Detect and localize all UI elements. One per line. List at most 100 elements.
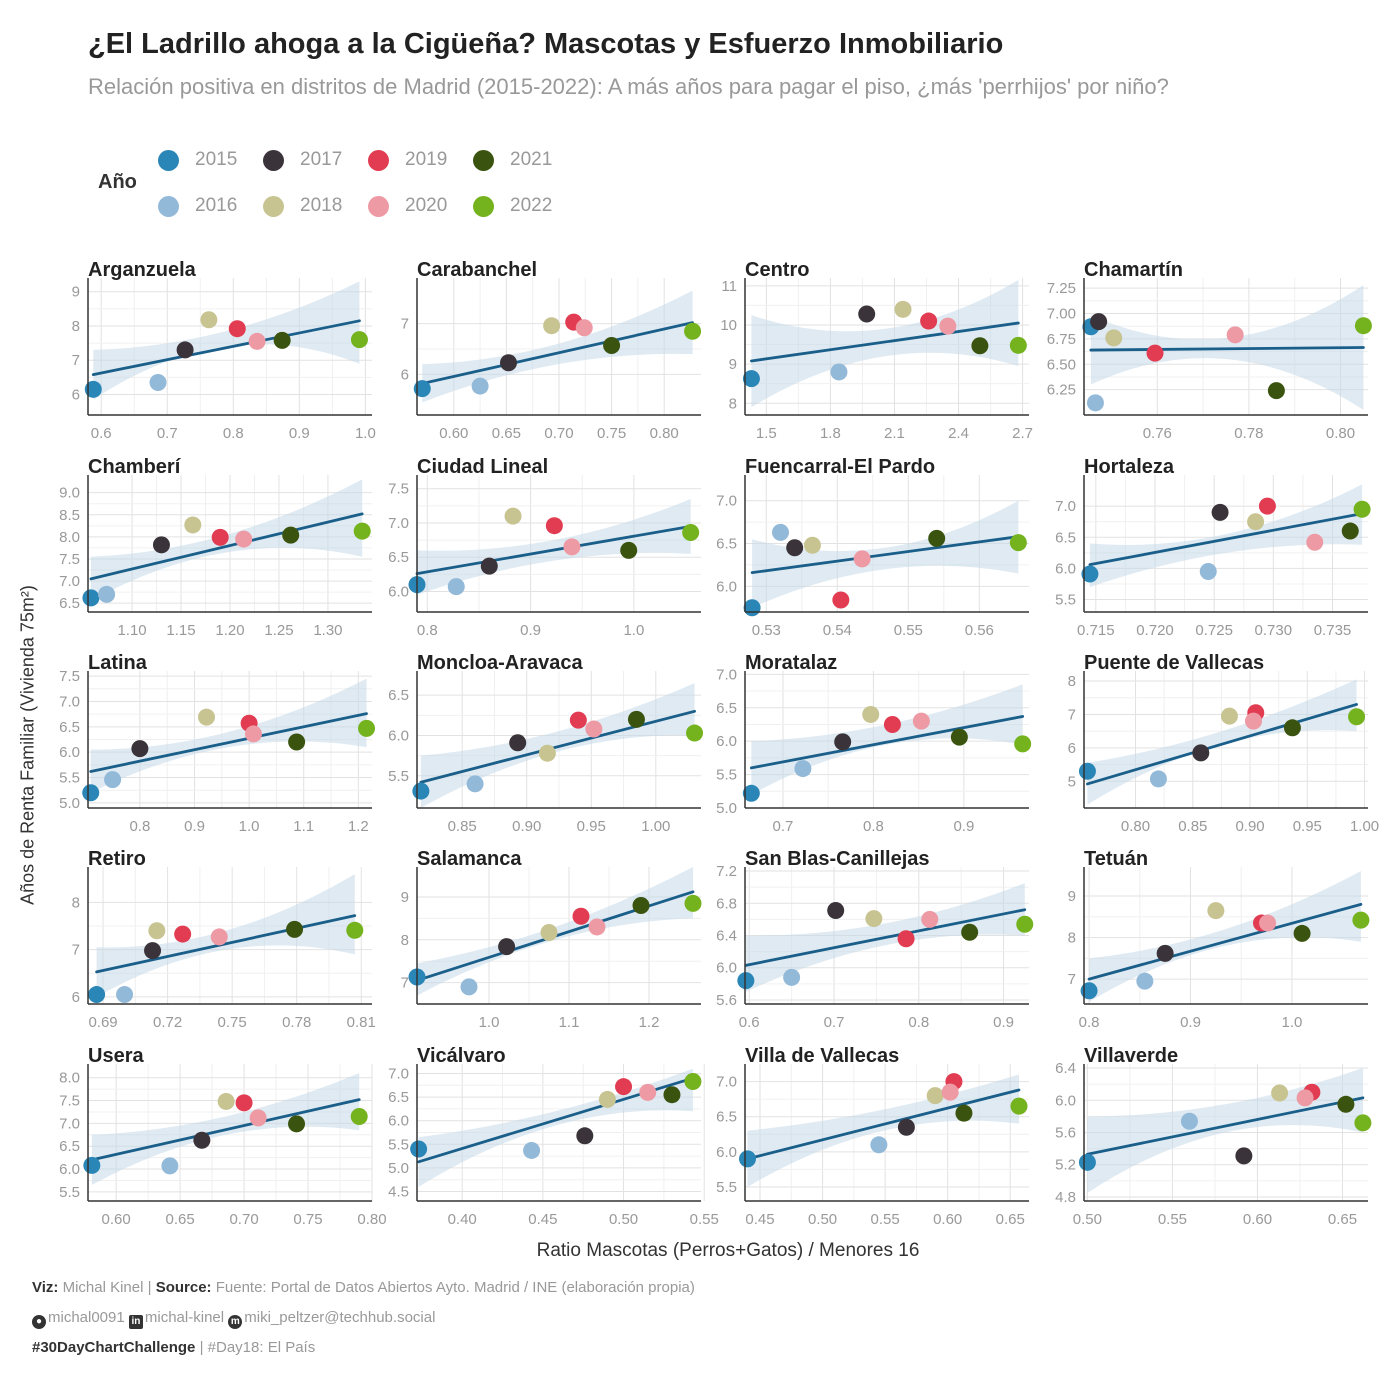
legend-label: 2019 (405, 149, 448, 170)
point-2019 (572, 907, 590, 925)
x-tick-label: 0.70 (544, 425, 573, 442)
x-tick-label: 0.9 (953, 818, 974, 835)
y-tick-label: 5.5 (59, 1184, 80, 1201)
hashtag: #30DayChartChallenge (32, 1339, 196, 1356)
y-tick-label: 4.5 (388, 1184, 409, 1201)
x-tick-label: 0.8 (863, 818, 884, 835)
y-tick-label: 8 (401, 932, 409, 949)
point-2020 (210, 928, 228, 946)
x-tick-label: 1.5 (756, 425, 777, 442)
point-2019 (211, 528, 229, 546)
y-tick-label: 6.5 (388, 549, 409, 566)
x-tick-label: 0.8 (417, 622, 438, 639)
point-2015 (742, 784, 760, 802)
y-tick-label: 7 (401, 975, 409, 992)
x-tick-label: 0.75 (597, 425, 626, 442)
y-tick-label: 5.5 (59, 770, 80, 787)
y-tick-label: 7.0 (59, 1115, 80, 1132)
point-2017 (576, 1127, 594, 1145)
confidence-band (751, 279, 1019, 408)
point-2019 (228, 320, 246, 338)
trend-line (1086, 1096, 1365, 1156)
point-2018 (504, 507, 522, 525)
legend-label: 2016 (195, 195, 238, 216)
y-tick-label: 6.0 (716, 1144, 737, 1161)
y-tick-label: 7.0 (388, 515, 409, 532)
x-tick-label: 0.65 (996, 1211, 1025, 1228)
confidence-band (747, 1074, 1019, 1187)
point-2015 (83, 1156, 101, 1174)
confidence-band (90, 678, 367, 793)
github-handle[interactable]: michal0091 (48, 1309, 125, 1326)
y-tick-label: 8.5 (59, 507, 80, 524)
point-2021 (928, 529, 946, 547)
trend-line (750, 535, 1020, 575)
facet-chamart-n: 0.76 0.78 0.80 6.25 6.50 6.75 7.00 7.25 Chamartí… (1047, 259, 1372, 442)
legend-swatch (158, 149, 179, 171)
y-tick-label: 6.4 (716, 928, 737, 945)
point-2021 (1283, 719, 1301, 737)
point-2022 (684, 894, 702, 912)
x-tick-label: 1.2 (348, 818, 369, 835)
x-tick-label: 0.80 (1326, 425, 1355, 442)
facet-title: Fuencarral-El Pardo (745, 456, 935, 478)
x-tick-label: 0.65 (1328, 1211, 1357, 1228)
y-tick-label: 8 (72, 894, 80, 911)
mastodon-handle[interactable]: miki_peltzer@techhub.social (244, 1309, 436, 1326)
point-2017 (152, 536, 170, 554)
legend-swatch (368, 195, 389, 217)
point-2018 (1247, 513, 1265, 531)
facet-title: Moratalaz (745, 652, 837, 674)
source-label: Source: (155, 1279, 212, 1296)
legend-swatch (158, 195, 179, 217)
legend-item-2021: 2021 (473, 145, 552, 175)
point-2016 (98, 585, 116, 603)
point-2018 (217, 1092, 235, 1110)
x-tick-label: 0.7 (773, 818, 794, 835)
point-2019 (569, 711, 587, 729)
y-tick-label: 6 (401, 366, 409, 383)
trend-line (415, 524, 693, 576)
facet-title: Villa de Vallecas (745, 1045, 899, 1067)
point-2018 (200, 311, 218, 329)
facet-title: Puente de Vallecas (1084, 652, 1264, 674)
point-2017 (498, 938, 516, 956)
point-2021 (286, 920, 304, 938)
point-2022 (346, 921, 364, 939)
legend-item-2019: 2019 (368, 145, 447, 175)
point-2019 (545, 517, 563, 535)
facet-title: Vicálvaro (417, 1045, 506, 1067)
legend-item-2015: 2015 (158, 145, 237, 175)
point-2018 (1105, 329, 1123, 347)
facet-title: Hortaleza (1084, 456, 1175, 478)
x-tick-label: 0.80 (650, 425, 679, 442)
point-2018 (538, 744, 556, 762)
point-2017 (500, 354, 518, 372)
point-2017 (834, 733, 852, 751)
y-tick-label: 6 (72, 989, 80, 1006)
point-2015 (412, 782, 430, 800)
point-2021 (273, 331, 291, 349)
linkedin-handle[interactable]: michal-kinel (144, 1309, 225, 1326)
x-tick-label: 0.60 (1243, 1211, 1272, 1228)
point-2021 (627, 710, 645, 728)
x-tick-label: 0.78 (282, 1014, 311, 1031)
facet-san-blas-canillejas: 0.6 0.7 0.8 0.9 5.6 6.0 6.4 6.8 7.2 San Blas-Cani… (716, 848, 1034, 1031)
point-2015 (410, 1140, 428, 1158)
point-2022 (1348, 708, 1366, 726)
point-2020 (921, 910, 939, 928)
y-tick-label: 6.5 (1055, 529, 1076, 546)
x-tick-label: 0.60 (439, 425, 468, 442)
y-tick-label: 6.5 (716, 536, 737, 553)
source-text: Fuente: Portal de Datos Abiertos Ayto. M… (215, 1279, 695, 1296)
facet-title: San Blas-Canillejas (745, 848, 930, 870)
point-2016 (471, 377, 489, 395)
y-tick-label: 6.50 (1047, 356, 1076, 373)
point-2017 (1156, 944, 1174, 962)
point-2018 (543, 317, 561, 335)
point-2022 (1354, 1114, 1372, 1132)
point-2019 (883, 715, 901, 733)
x-tick-label: 1.0 (239, 818, 260, 835)
facet-title: Retiro (88, 848, 146, 870)
point-2020 (563, 538, 581, 556)
